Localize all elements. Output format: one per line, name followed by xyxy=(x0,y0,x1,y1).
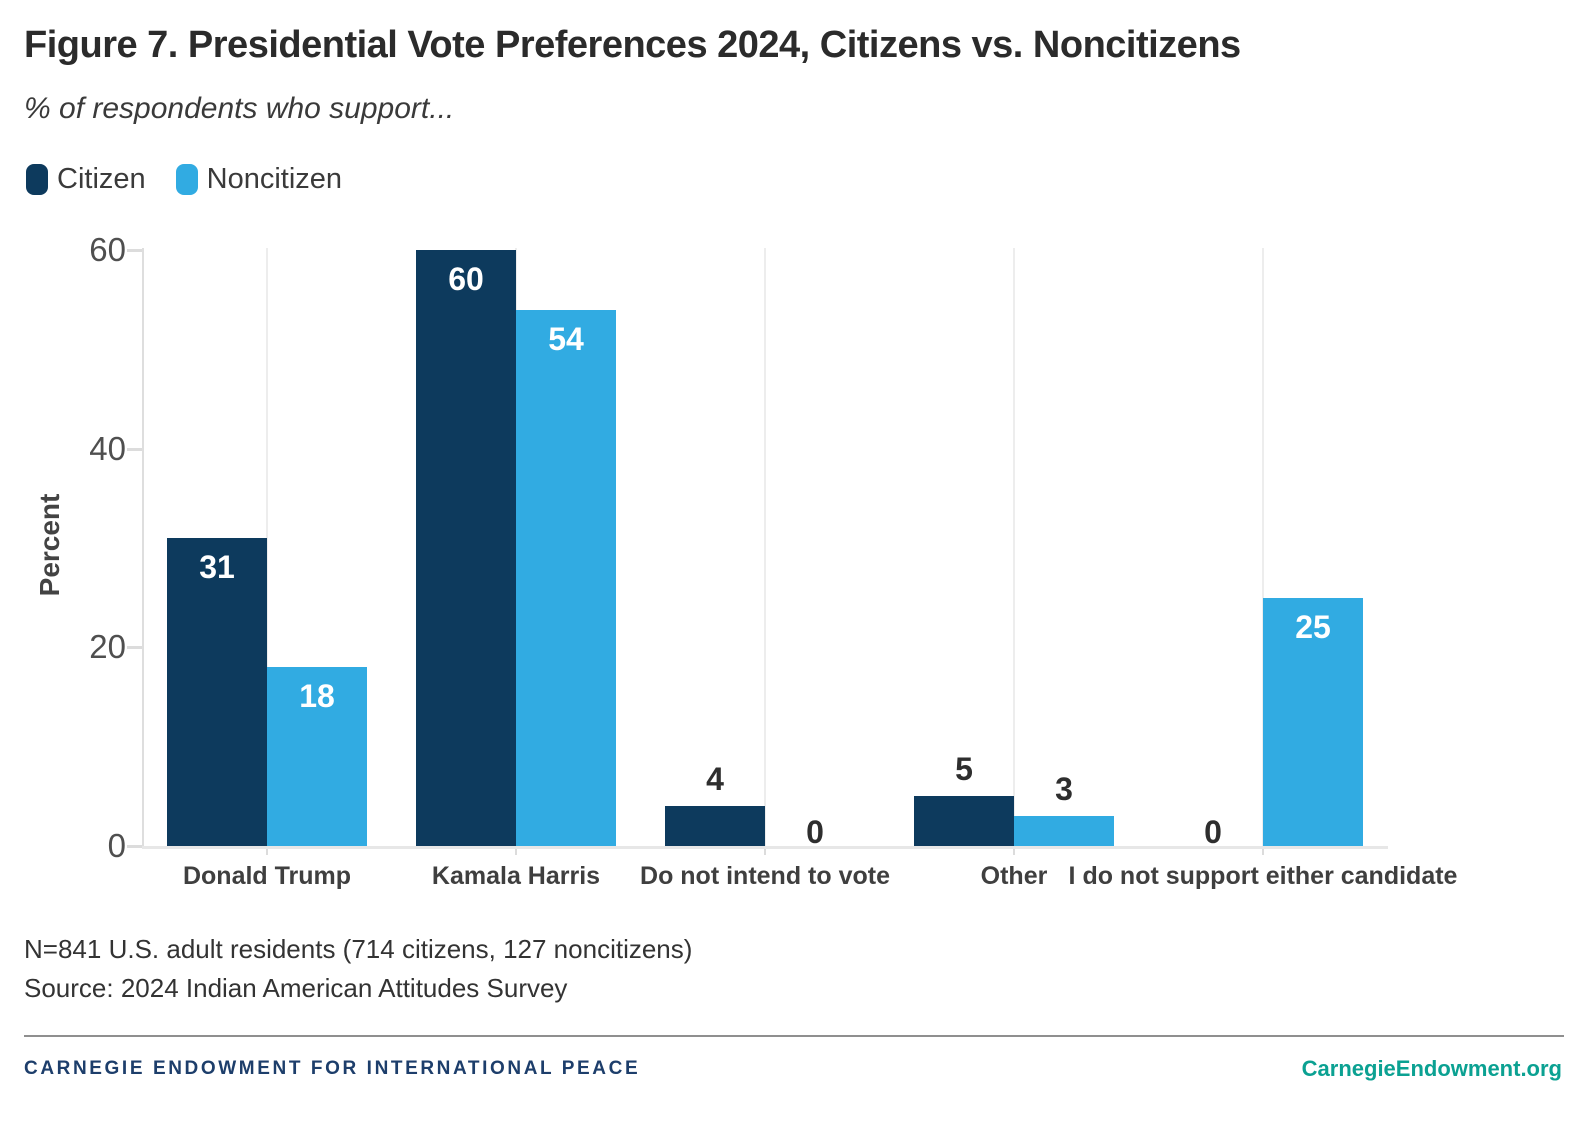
x-tick-mark xyxy=(1262,846,1264,855)
bar-citizen-do-not-intend-to-vote xyxy=(665,806,765,846)
bar-citizen-donald-trump xyxy=(167,538,267,846)
chart-legend: Citizen Noncitizen xyxy=(26,163,342,196)
bar-value-label: 4 xyxy=(706,761,724,797)
bar-value-label: 31 xyxy=(199,549,235,585)
y-tick-label: 0 xyxy=(107,827,126,864)
bar-value-label: 5 xyxy=(955,751,973,787)
y-tick-mark xyxy=(127,249,142,253)
citizen-swatch-icon xyxy=(26,164,48,195)
y-axis-line xyxy=(142,248,144,849)
x-category-label: Kamala Harris xyxy=(431,862,601,890)
legend-label-citizen: Citizen xyxy=(57,163,146,195)
x-tick-mark xyxy=(764,846,766,855)
noncitizen-swatch-icon xyxy=(175,164,198,195)
y-tick-label: 20 xyxy=(89,628,126,666)
footer-divider xyxy=(24,1035,1564,1037)
x-category-label: I do not support either candidate xyxy=(1068,862,1458,890)
bar-value-label: 25 xyxy=(1295,609,1331,645)
bar-noncitizen-donald-trump xyxy=(267,667,367,846)
bar-noncitizen-i-do-not-support-either-candidate xyxy=(1263,598,1363,846)
source-note: Source: 2024 Indian American Attitudes S… xyxy=(24,973,568,1003)
bar-citizen-kamala-harris xyxy=(416,250,516,846)
bar-value-label: 0 xyxy=(806,814,824,850)
bar-value-label: 0 xyxy=(1204,814,1222,850)
x-category-label: Donald Trump xyxy=(182,862,352,890)
figure-title: Figure 7. Presidential Vote Preferences … xyxy=(24,24,1241,66)
y-tick-label: 60 xyxy=(89,231,126,269)
y-tick-label: 40 xyxy=(89,429,126,467)
x-tick-mark xyxy=(515,846,517,855)
y-tick-mark xyxy=(127,447,142,451)
figure-subtitle: % of respondents who support... xyxy=(24,92,455,125)
legend-label-noncitizen: Noncitizen xyxy=(206,163,343,195)
category-gridline xyxy=(764,248,766,846)
bar-value-label: 3 xyxy=(1055,771,1073,807)
x-tick-mark xyxy=(266,846,268,855)
y-tick-mark xyxy=(127,646,142,650)
y-axis-title: Percent xyxy=(34,493,65,597)
bar-noncitizen-other xyxy=(1014,816,1114,846)
bar-citizen-other xyxy=(914,796,1014,846)
bar-value-label: 54 xyxy=(548,321,584,357)
bar-value-label: 60 xyxy=(448,261,484,297)
category-gridline xyxy=(266,248,268,846)
footer-site-link[interactable]: CarnegieEndowment.org xyxy=(1301,1056,1562,1081)
category-gridline xyxy=(1013,248,1015,846)
category-gridline xyxy=(1262,248,1264,846)
x-axis-baseline xyxy=(142,846,1388,849)
legend-item-noncitizen: Noncitizen xyxy=(175,163,343,196)
legend-item-citizen: Citizen xyxy=(26,163,146,196)
x-category-label: Do not intend to vote xyxy=(640,862,890,890)
y-tick-mark xyxy=(127,845,142,848)
x-tick-mark xyxy=(1013,846,1015,855)
chart-notes: N=841 U.S. adult residents (714 citizens… xyxy=(24,930,692,1008)
footer-brand: CARNEGIE ENDOWMENT FOR INTERNATIONAL PEA… xyxy=(24,1058,641,1079)
sample-note: N=841 U.S. adult residents (714 citizens… xyxy=(24,934,693,964)
x-category-label: Other xyxy=(980,862,1048,890)
bar-noncitizen-kamala-harris xyxy=(516,310,616,846)
bar-value-label: 18 xyxy=(299,678,335,714)
